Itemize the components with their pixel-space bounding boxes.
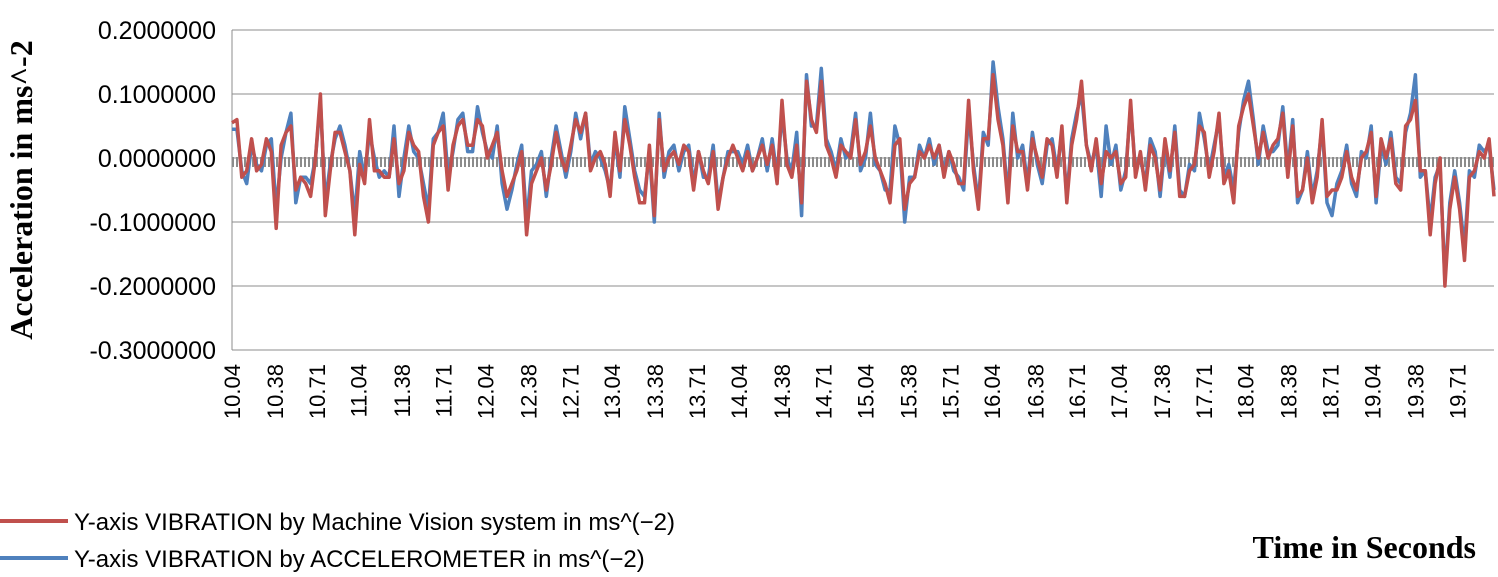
y-tick-label: 0.0000000 [98,145,216,173]
x-tick-label: 13.38 [643,364,668,419]
x-tick-label: 16.04 [980,364,1005,419]
y-axis-label: Acceleration in ms^-2 [3,40,39,339]
y-tick-label: 0.2000000 [98,17,216,45]
y-axis-ticks: 0.2000000 0.1000000 0.0000000 -0.1000000 -0.… [89,17,216,365]
y-tick-label: -0.3000000 [89,337,216,365]
x-tick-label: 18.04 [1234,364,1259,419]
y-tick-label: -0.2000000 [89,273,216,301]
x-tick-label: 17.38 [1150,364,1175,419]
x-tick-label: 12.38 [516,364,541,419]
legend-label-accelerometer: Y-axis VIBRATION by ACCELEROMETER in ms^… [74,546,645,573]
series-lines [231,60,1496,288]
x-tick-label: 16.38 [1023,364,1048,419]
x-tick-label: 10.04 [220,364,245,419]
x-tick-label: 17.71 [1192,364,1217,419]
x-tick-label: 13.04 [600,364,625,419]
x-tick-label: 11.71 [432,364,457,417]
x-tick-label: 14.71 [812,364,837,419]
x-tick-label: 18.71 [1319,364,1344,419]
x-tick-label: 12.71 [558,364,583,419]
x-tick-label: 10.71 [305,364,330,419]
x-tick-label: 11.04 [347,364,372,417]
x-tick-label: 15.04 [854,364,879,419]
x-tick-label: 15.71 [938,364,963,419]
x-axis-label: Time in Seconds [1253,529,1476,565]
x-tick-label: 10.38 [263,364,288,419]
x-tick-label: 15.38 [897,364,922,419]
x-tick-label: 19.71 [1445,364,1470,419]
x-tick-label: 14.04 [727,364,752,419]
x-tick-label: 18.38 [1277,364,1302,419]
series-line-machine-vision [231,73,1496,288]
x-tick-label: 16.71 [1065,364,1090,419]
x-tick-label: 14.38 [770,364,795,419]
x-tick-label: 11.38 [390,364,415,417]
x-tick-label: 19.38 [1403,364,1428,419]
x-tick-label: 13.71 [685,364,710,419]
x-axis-ticks: 10.04 10.38 10.71 11.04 11.38 11.71 12.04 12.38… [220,364,1470,419]
x-tick-label: 19.04 [1360,364,1385,419]
y-tick-label: 0.1000000 [98,81,216,109]
y-tick-label: -0.1000000 [89,209,216,237]
x-tick-label: 12.04 [473,364,498,419]
legend-label-machine-vision: Y-axis VIBRATION by Machine Vision syste… [74,509,675,536]
x-tick-label: 17.04 [1107,364,1132,419]
legend: Y-axis VIBRATION by Machine Vision syste… [0,509,675,573]
